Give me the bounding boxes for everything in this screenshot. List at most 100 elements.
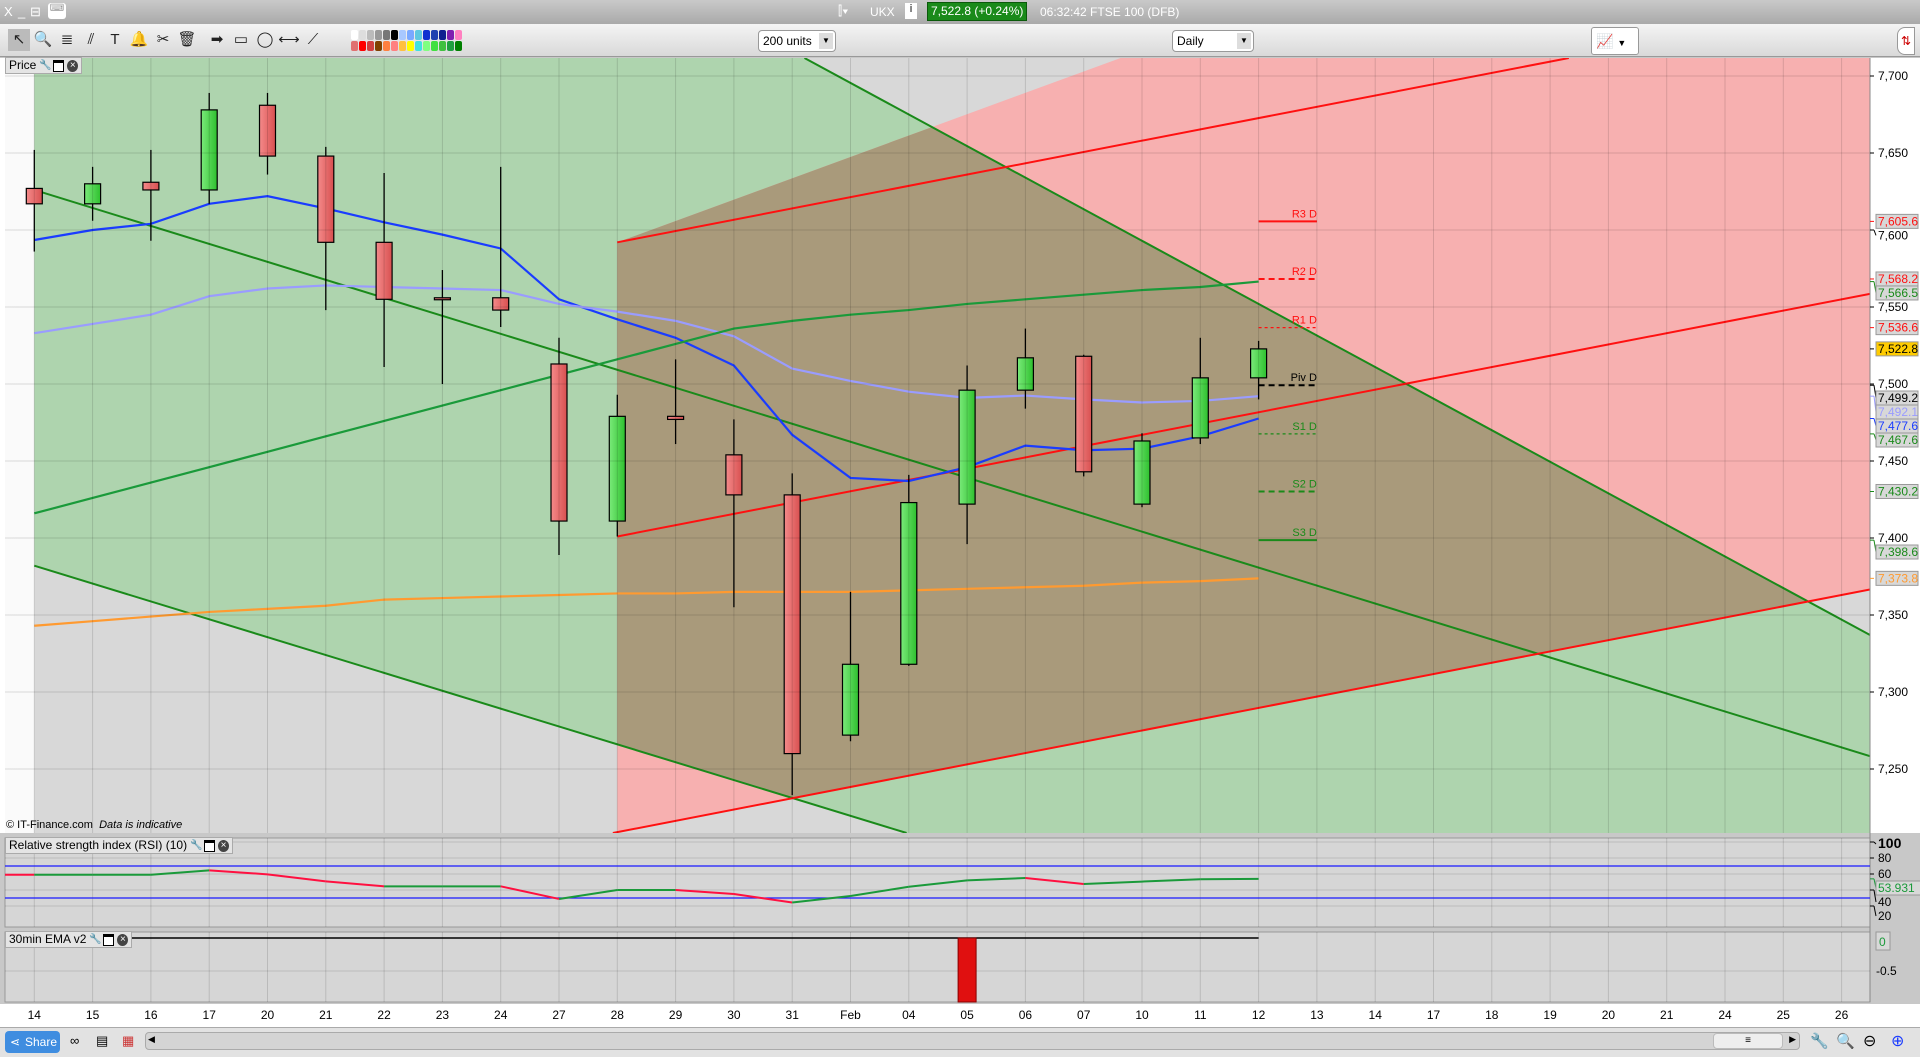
color-swatch[interactable] bbox=[439, 41, 446, 51]
zoom-out-icon[interactable]: ⊖ bbox=[1863, 1033, 1877, 1050]
chart-settings-icon[interactable]: ▤ bbox=[96, 1033, 109, 1048]
color-swatch[interactable] bbox=[367, 30, 374, 40]
x-tick-label: 11 bbox=[1194, 1008, 1207, 1022]
color-swatch[interactable] bbox=[399, 30, 406, 40]
add-indicator-button[interactable]: 📈 ▼ bbox=[1591, 27, 1639, 55]
units-select[interactable]: 200 units ▼ bbox=[758, 30, 836, 52]
close-icon[interactable]: × bbox=[67, 59, 79, 72]
color-swatch[interactable] bbox=[375, 30, 382, 40]
minimize-window-button[interactable]: _ bbox=[18, 4, 26, 19]
x-tick-label: 21 bbox=[1660, 1008, 1674, 1022]
rectangle-icon[interactable]: ▭ bbox=[233, 31, 249, 48]
tools-icon[interactable]: ✂ bbox=[156, 31, 170, 48]
ema-plot-bg bbox=[4, 931, 1871, 1003]
color-swatch[interactable] bbox=[359, 41, 366, 51]
wrench-icon[interactable]: 🔧 bbox=[190, 839, 203, 851]
y-tick-label: 7,550 bbox=[1878, 300, 1908, 314]
wrench-icon[interactable]: 🔧 bbox=[39, 59, 52, 71]
rsi-tick-label: 80 bbox=[1878, 851, 1892, 865]
side-panel-toggle-button[interactable]: ⇅ bbox=[1897, 27, 1915, 55]
y-tick-label: 7,300 bbox=[1878, 685, 1908, 699]
link-icon[interactable]: ∞ bbox=[70, 1033, 80, 1048]
share-label: Share bbox=[25, 1035, 58, 1049]
color-swatch[interactable] bbox=[415, 41, 422, 51]
color-swatch[interactable] bbox=[439, 30, 446, 40]
trend-line-icon[interactable]: ⟋ bbox=[307, 31, 319, 48]
ellipse-icon[interactable]: ◯ bbox=[256, 31, 274, 48]
share-button[interactable]: ⋖ Share bbox=[5, 1031, 60, 1053]
color-swatch[interactable] bbox=[359, 30, 366, 40]
rail-icon[interactable]: ⫽ bbox=[87, 31, 95, 48]
text-icon[interactable]: T bbox=[110, 31, 120, 48]
alert-bell-icon[interactable]: 🔔 bbox=[129, 31, 149, 48]
color-swatch[interactable] bbox=[367, 41, 374, 51]
color-swatch[interactable] bbox=[455, 30, 462, 40]
x-tick-label: 13 bbox=[1310, 1008, 1324, 1022]
price-panel-title: Price bbox=[9, 58, 37, 72]
color-swatch[interactable] bbox=[447, 30, 454, 40]
maximize-panel-icon[interactable] bbox=[53, 59, 65, 72]
arrow-icon[interactable]: ➡ bbox=[210, 31, 224, 48]
close-window-button[interactable]: X bbox=[4, 4, 13, 19]
horizontal-line-icon[interactable]: ⟷ bbox=[278, 31, 300, 48]
maximize-panel-icon[interactable] bbox=[103, 933, 115, 946]
color-swatch[interactable] bbox=[383, 30, 390, 40]
color-swatch[interactable] bbox=[391, 41, 398, 51]
color-swatch[interactable] bbox=[431, 41, 438, 51]
close-icon[interactable]: × bbox=[117, 933, 129, 946]
zoom-icon[interactable]: 🔍 bbox=[33, 31, 53, 48]
zoom-fit-icon[interactable]: 🔍 bbox=[1836, 1033, 1855, 1050]
indicator-line bbox=[34, 195, 1259, 483]
color-swatch[interactable] bbox=[375, 41, 382, 51]
color-swatch[interactable] bbox=[423, 41, 430, 51]
color-swatch[interactable] bbox=[407, 41, 414, 51]
y-tick-label: 7,700 bbox=[1878, 69, 1908, 83]
scroll-left-icon[interactable]: ◀ bbox=[148, 1034, 155, 1044]
pointer-icon[interactable]: ↖ bbox=[8, 29, 30, 51]
color-swatch[interactable] bbox=[391, 30, 398, 40]
chart-properties-icon[interactable]: 🔧 bbox=[1810, 1033, 1829, 1050]
trash-icon[interactable]: 🗑 bbox=[177, 31, 197, 48]
pivot-label: S3 D bbox=[1292, 527, 1317, 539]
color-swatch[interactable] bbox=[423, 30, 430, 40]
price-badge-text: 7,605.6 bbox=[1878, 214, 1918, 228]
wrench-icon[interactable]: 🔧 bbox=[89, 933, 102, 945]
color-swatch[interactable] bbox=[447, 41, 454, 51]
horizontal-scrollbar[interactable]: ◀ ≡ ▶ bbox=[145, 1032, 1800, 1050]
info-icon[interactable]: i bbox=[905, 3, 917, 19]
color-swatch[interactable] bbox=[399, 41, 406, 51]
scroll-right-icon[interactable]: ▶ bbox=[1789, 1034, 1796, 1044]
fibonacci-icon[interactable]: ≣ bbox=[60, 31, 74, 48]
rsi-panel-header: Relative strength index (RSI) (10) 🔧 × bbox=[5, 837, 234, 854]
rsi-segment bbox=[1083, 880, 1143, 885]
color-swatch[interactable] bbox=[407, 30, 414, 40]
keyboard-icon[interactable]: ⌨ bbox=[48, 3, 66, 19]
maximize-panel-icon[interactable] bbox=[204, 839, 216, 852]
interval-select[interactable]: Daily ▼ bbox=[1172, 30, 1254, 52]
x-tick-label: 24 bbox=[1718, 1008, 1732, 1022]
x-tick-label: 23 bbox=[436, 1008, 450, 1022]
color-swatch[interactable] bbox=[351, 41, 358, 51]
close-icon[interactable]: × bbox=[218, 839, 230, 852]
layout-icon[interactable]: ▦ bbox=[122, 1033, 135, 1048]
color-swatch[interactable] bbox=[383, 41, 390, 51]
color-swatch[interactable] bbox=[351, 30, 358, 40]
indicator-line bbox=[34, 577, 1259, 627]
candle-body bbox=[958, 389, 976, 505]
scrollbar-thumb[interactable]: ≡ bbox=[1713, 1033, 1783, 1049]
indicator-line bbox=[34, 280, 1259, 515]
label-connector bbox=[1873, 905, 1877, 917]
color-swatch[interactable] bbox=[455, 41, 462, 51]
candlestick-type-icon[interactable]: ⫿▾ bbox=[838, 3, 849, 18]
label-connector bbox=[1873, 841, 1877, 845]
color-swatch[interactable] bbox=[431, 30, 438, 40]
symbol-label[interactable]: UKX bbox=[870, 5, 895, 19]
restore-window-button[interactable]: ⊟ bbox=[30, 4, 41, 19]
y-tick-label: 7,600 bbox=[1878, 228, 1908, 242]
color-swatch[interactable] bbox=[415, 30, 422, 40]
zoom-in-icon[interactable]: ⊕ bbox=[1891, 1033, 1905, 1050]
ema-tick-label: -0.5 bbox=[1876, 964, 1897, 978]
pivot-label: Piv D bbox=[1291, 372, 1317, 384]
disclaimer-text: Data is indicative bbox=[99, 819, 183, 831]
